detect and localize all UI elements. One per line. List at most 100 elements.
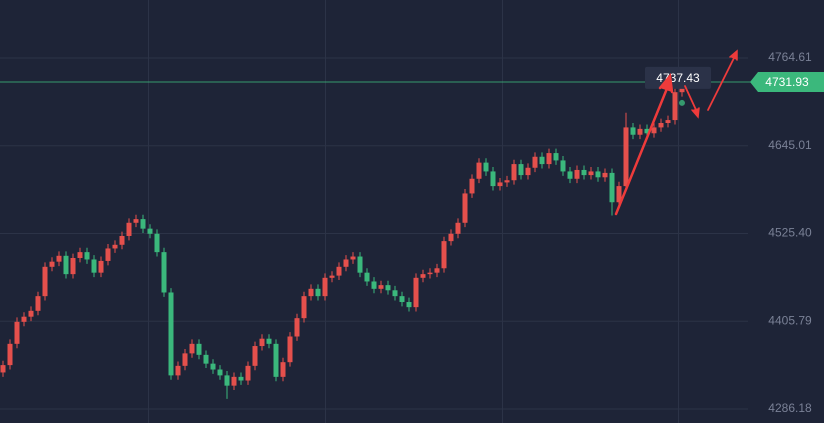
candle-body [259, 338, 265, 347]
candle-body [126, 222, 132, 236]
candle-body [504, 180, 510, 183]
y-tick-label: 4525.40 [768, 226, 812, 240]
candle-body [581, 169, 587, 176]
candle-body [322, 277, 328, 297]
grid: 4286.18 4405.79 4525.40 4645.01 4764.61 [0, 50, 812, 415]
arrow-head [691, 107, 700, 119]
candle-body [441, 241, 447, 269]
candle-body [203, 354, 209, 364]
candle-body [175, 365, 181, 376]
candle-body [469, 178, 475, 194]
candle-body [189, 343, 195, 354]
candle-body [371, 281, 377, 289]
candle-body [609, 172, 615, 203]
arrow-head [658, 72, 674, 94]
candle-body [154, 233, 160, 253]
candle-body [378, 285, 384, 289]
candle-body [406, 302, 412, 308]
candle-body [294, 318, 300, 337]
y-tick-label: 4764.61 [768, 50, 812, 64]
candle-body [140, 219, 146, 229]
candle-body [455, 222, 461, 234]
candle-body [476, 162, 482, 179]
candle-body [420, 274, 426, 278]
candle-body [0, 365, 6, 373]
candle-body [399, 296, 405, 303]
candle-body [448, 233, 454, 242]
candle-body [105, 248, 111, 261]
candle-body [532, 156, 538, 168]
candle-body [35, 296, 41, 311]
candle-body [546, 153, 552, 165]
candle-body [21, 316, 27, 322]
candle-body [665, 120, 671, 124]
y-tick-label: 4645.01 [768, 138, 812, 152]
candle-body [511, 164, 517, 181]
candle-body [497, 182, 503, 187]
last-price-tag [750, 71, 824, 92]
candle-body [168, 292, 174, 376]
annotation-arrows [614, 49, 738, 216]
candle-body [224, 375, 230, 386]
candle-body [651, 127, 657, 134]
candle-body [252, 346, 258, 366]
candle-body [525, 167, 531, 176]
candle-body [434, 268, 440, 273]
candle-body [483, 162, 489, 172]
candle-body [14, 321, 20, 344]
candle-body [238, 376, 244, 381]
candle-body [560, 160, 566, 172]
candle-body [329, 275, 335, 278]
candle-body [490, 171, 496, 187]
candle-body [84, 252, 90, 260]
candle-body [630, 127, 636, 135]
arrow-head [729, 49, 738, 61]
last-price-label: 4731.93 [765, 75, 809, 89]
candle-body [637, 128, 643, 135]
candle-body [602, 172, 608, 178]
candle-body [133, 219, 139, 223]
candle-body [280, 362, 286, 377]
arrow [707, 55, 736, 111]
candle-body [553, 153, 559, 161]
candle-body [217, 369, 223, 376]
candle-body [266, 338, 272, 344]
candle-body [357, 256, 363, 273]
candle-body [70, 257, 76, 275]
y-tick-label: 4286.18 [768, 401, 812, 415]
candle-body [182, 353, 188, 366]
candle-body [147, 228, 153, 234]
candle-body [161, 252, 167, 293]
candle-body [427, 272, 433, 275]
candle-body [364, 272, 370, 282]
candle-body [672, 92, 678, 121]
candle-body [539, 156, 545, 165]
tooltip-box [645, 66, 711, 89]
candle-body [287, 336, 293, 363]
candle-body [518, 164, 524, 176]
candle-body [231, 376, 237, 386]
candle-body [56, 255, 62, 262]
candle-body [7, 343, 13, 366]
candle-body [91, 259, 97, 273]
candle-body [616, 186, 622, 203]
candle-body [588, 171, 594, 176]
candle-body [658, 123, 664, 128]
candle-body [98, 260, 104, 273]
candle-body [77, 252, 83, 258]
candle-body [119, 235, 125, 245]
candle-body [567, 171, 573, 179]
arrow [684, 85, 698, 113]
candle-body [315, 288, 321, 297]
candle-body [574, 169, 580, 179]
candle-body [112, 244, 118, 249]
candle-body [350, 256, 356, 260]
candle-body [595, 171, 601, 178]
candle-body [623, 127, 629, 187]
candle-body [644, 128, 650, 134]
candle-body [49, 261, 55, 267]
candle-body [301, 296, 307, 319]
crosshair-dot [679, 99, 685, 106]
